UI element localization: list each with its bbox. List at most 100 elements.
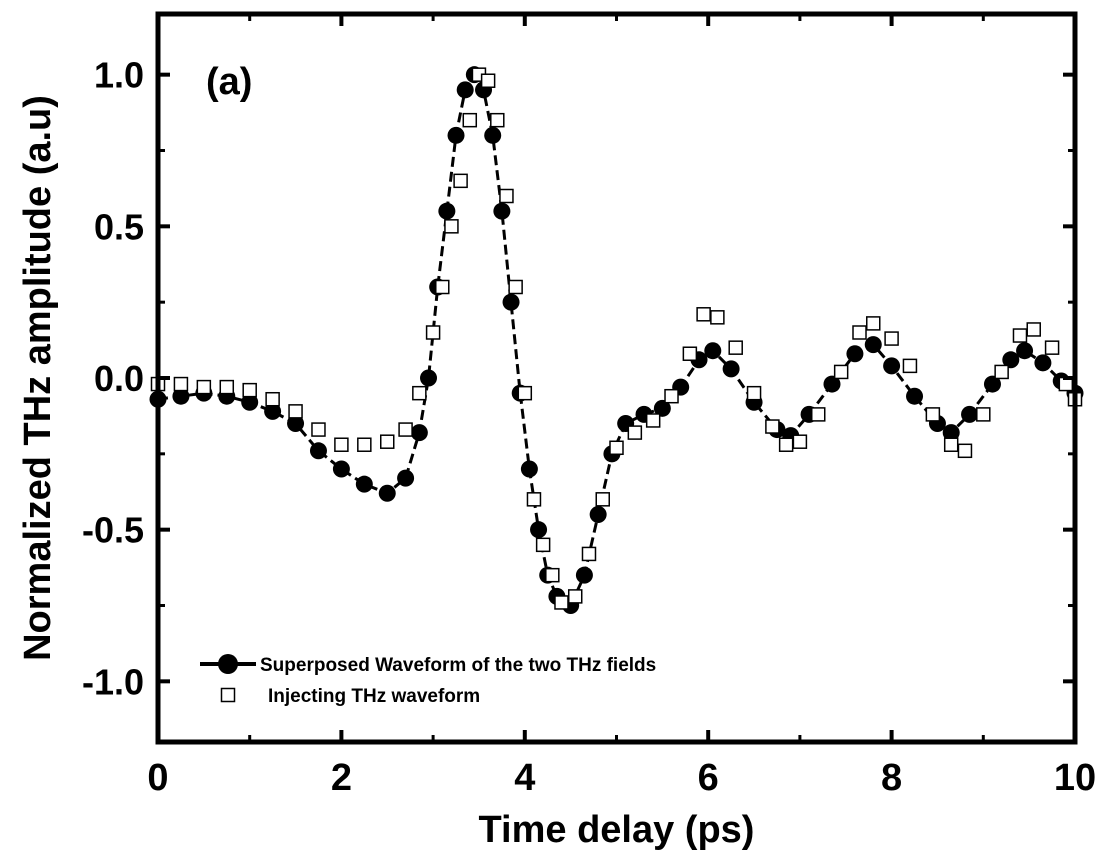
y-tick-label: 0.0 [94,358,144,399]
point-injecting [765,419,780,434]
point-injecting [1044,340,1060,355]
tick-labels-layer: 0 2 4 6 8 10 -1.0 -0.5 0.0 0.5 1.0 [82,55,1096,799]
point-injecting [994,364,1009,380]
point-superposed [906,387,924,405]
series-layer [149,66,1084,614]
point-superposed [355,475,373,493]
y-tick-label: -0.5 [82,510,144,551]
point-injecting [682,346,698,361]
point-superposed [589,506,607,523]
point-injecting [334,437,349,452]
point-superposed [438,202,456,220]
point-injecting [645,413,661,428]
point-injecting [398,422,413,437]
point-superposed [241,393,259,411]
point-injecting [357,437,372,452]
point-superposed [575,566,593,584]
series-line-superposed [157,71,1076,608]
legend-marker-superposed [218,654,238,674]
point-superposed [172,387,190,405]
point-superposed [502,293,520,311]
y-tick-label: 0.5 [94,206,144,247]
point-superposed [378,484,396,502]
point-injecting [609,440,624,456]
point-injecting [554,595,569,610]
point-injecting [710,310,725,325]
point-injecting [453,173,468,189]
point-injecting [627,425,643,440]
point-injecting [595,492,610,507]
point-injecting [499,188,514,204]
point-superposed [722,360,740,378]
point-superposed [846,345,864,363]
point-superposed [420,369,438,387]
point-superposed [961,405,979,423]
point-superposed [397,469,415,487]
point-injecting [833,364,849,380]
y-tick-label: -1.0 [82,661,144,702]
point-superposed [983,375,1001,393]
legend-label-injecting: Injecting THz waveform [268,686,480,707]
legend-marker-injecting [220,687,236,703]
point-superposed [1034,354,1052,372]
point-superposed [309,442,327,460]
point-superposed [1002,351,1020,369]
point-injecting [778,437,794,452]
point-injecting [976,407,991,422]
point-injecting [728,340,743,355]
panel-label: (a) [206,61,252,103]
point-injecting [810,407,826,422]
point-injecting [925,407,941,422]
point-injecting [884,331,899,346]
point-injecting [265,391,280,407]
point-injecting [567,589,583,604]
y-axis-title: Normalized THz amplitude (a.u) [17,95,59,661]
point-injecting [242,382,257,398]
point-injecting [535,537,551,553]
point-superposed [823,375,841,393]
point-superposed [484,126,502,144]
point-injecting [902,358,918,374]
x-tick-label: 6 [698,757,719,799]
point-injecting [746,385,762,401]
point-superposed [332,460,350,478]
point-injecting [1012,328,1028,343]
point-injecting [480,73,496,88]
plot-frame [155,11,1078,745]
point-superposed [704,342,722,360]
point-superposed [1016,342,1034,360]
point-injecting [462,112,478,128]
point-superposed [264,402,282,420]
point-injecting [664,388,679,404]
point-injecting [425,325,441,340]
point-injecting [311,422,326,437]
point-injecting [219,379,235,395]
point-injecting [1026,322,1041,337]
point-injecting [173,376,189,392]
point-superposed [447,126,465,144]
point-superposed [520,460,538,478]
x-tick-label: 0 [147,757,168,799]
point-superposed [883,357,901,375]
point-injecting [943,437,959,452]
x-tick-label: 8 [881,757,902,799]
point-injecting [957,443,973,459]
point-injecting [696,307,711,322]
point-injecting [517,385,533,401]
point-superposed [410,424,428,442]
point-injecting [866,316,881,331]
x-tick-label: 2 [331,757,352,799]
point-injecting [288,404,303,419]
point-injecting [852,325,867,340]
point-superposed [942,424,960,442]
point-injecting [545,567,560,583]
x-axis-title: Time delay (ps) [479,809,755,851]
point-superposed [493,202,511,220]
ticks-layer [156,14,1077,742]
point-superposed [287,415,305,432]
point-injecting [490,112,505,128]
point-injecting [526,492,542,507]
legend: Superposed Waveform of the two THz field… [200,654,656,707]
